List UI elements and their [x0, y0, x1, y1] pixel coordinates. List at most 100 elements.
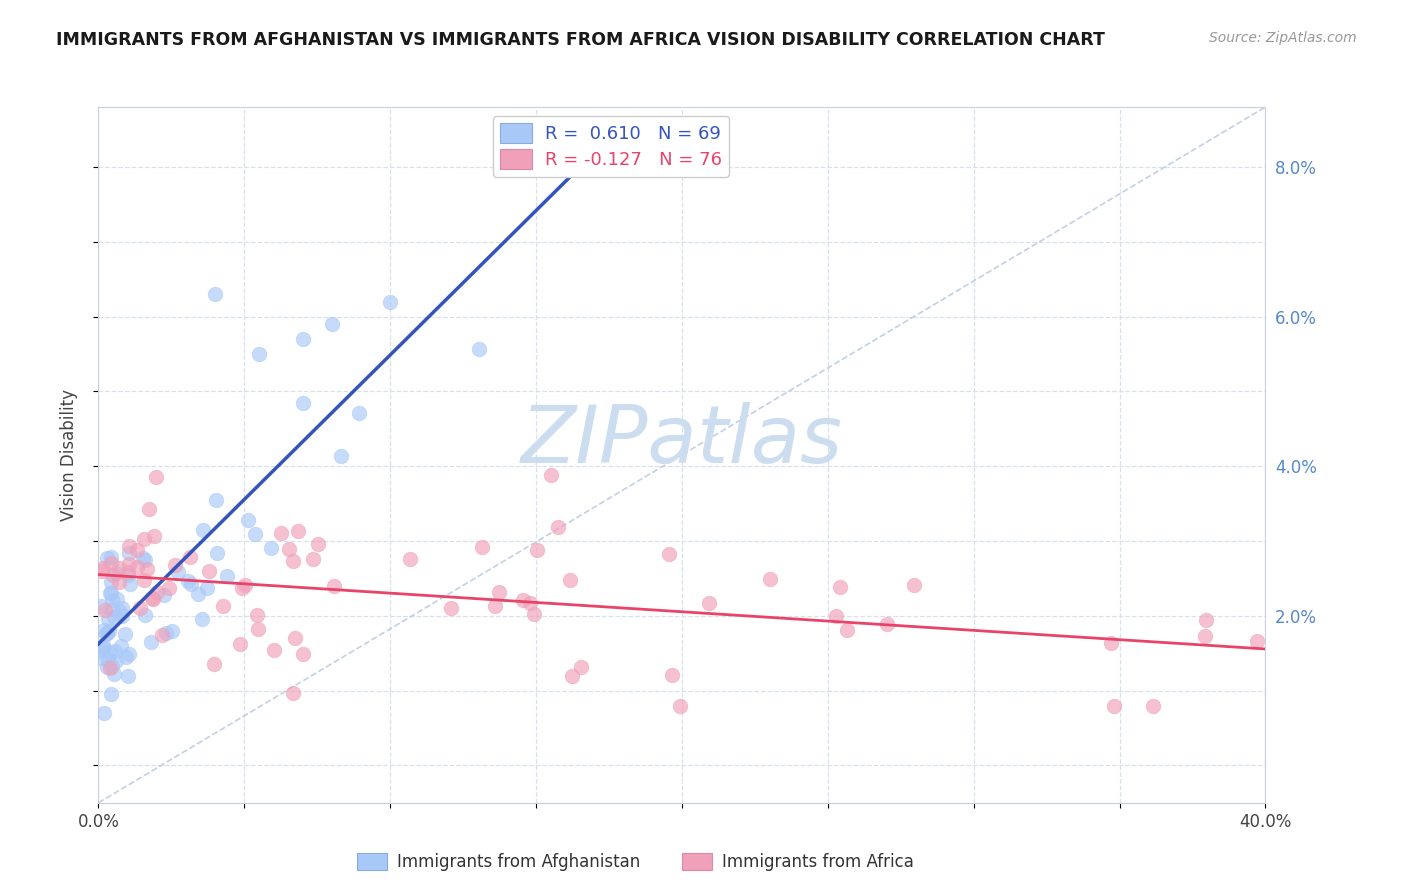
Point: [903, 578, 925, 592]
Point: [512, 593, 534, 607]
Point: [100, 687, 122, 701]
Text: ZIPatlas: ZIPatlas: [520, 402, 844, 480]
Point: [145, 469, 167, 483]
Point: [191, 612, 214, 626]
Point: [179, 550, 201, 565]
Point: [236, 513, 259, 527]
Point: [136, 562, 159, 576]
Point: [321, 317, 343, 331]
Point: [1142, 698, 1164, 713]
Point: [125, 543, 148, 558]
Point: [467, 343, 489, 357]
Point: [246, 608, 269, 623]
Point: [117, 669, 139, 683]
Point: [155, 626, 177, 640]
Legend: Immigrants from Afghanistan, Immigrants from Africa: Immigrants from Afghanistan, Immigrants …: [350, 847, 921, 878]
Point: [93, 706, 115, 720]
Point: [90, 599, 112, 613]
Point: [307, 537, 329, 551]
Point: [118, 539, 141, 553]
Point: [114, 626, 136, 640]
Point: [118, 557, 141, 571]
Point: [100, 658, 122, 673]
Point: [287, 524, 309, 538]
Point: [283, 554, 305, 568]
Point: [101, 602, 124, 616]
Point: [100, 575, 122, 590]
Point: [153, 588, 176, 602]
Point: [302, 552, 325, 566]
Point: [270, 525, 292, 540]
Point: [97, 624, 120, 638]
Point: [103, 610, 125, 624]
Text: Source: ZipAtlas.com: Source: ZipAtlas.com: [1209, 31, 1357, 45]
Point: [263, 642, 285, 657]
Point: [759, 572, 782, 586]
Point: [569, 660, 592, 674]
Point: [105, 591, 128, 606]
Point: [347, 406, 370, 420]
Point: [117, 647, 139, 661]
Point: [96, 551, 118, 566]
Point: [100, 593, 122, 607]
Point: [488, 584, 510, 599]
Point: [177, 574, 200, 589]
Point: [1194, 629, 1216, 643]
Point: [100, 549, 122, 564]
Point: [187, 587, 209, 601]
Point: [111, 609, 134, 624]
Y-axis label: Vision Disability: Vision Disability: [59, 389, 77, 521]
Point: [103, 667, 125, 681]
Point: [110, 605, 132, 619]
Point: [163, 558, 186, 572]
Point: [138, 502, 160, 516]
Point: [323, 579, 346, 593]
Point: [118, 576, 141, 591]
Point: [231, 581, 253, 595]
Point: [292, 647, 315, 661]
Point: [830, 580, 852, 594]
Point: [94, 603, 117, 617]
Point: [291, 332, 314, 346]
Point: [96, 652, 118, 666]
Point: [195, 581, 218, 595]
Point: [278, 542, 301, 557]
Point: [91, 641, 114, 656]
Point: [471, 540, 494, 554]
Point: [519, 595, 541, 609]
Point: [247, 347, 270, 361]
Point: [97, 611, 120, 625]
Text: IMMIGRANTS FROM AFGHANISTAN VS IMMIGRANTS FROM AFRICA VISION DISABILITY CORRELAT: IMMIGRANTS FROM AFGHANISTAN VS IMMIGRANT…: [56, 31, 1105, 49]
Point: [157, 581, 180, 595]
Point: [152, 628, 174, 642]
Point: [90, 651, 112, 665]
Point: [129, 600, 152, 615]
Point: [166, 566, 188, 580]
Point: [105, 655, 128, 669]
Point: [100, 556, 122, 570]
Point: [96, 659, 118, 673]
Point: [661, 668, 683, 682]
Point: [115, 649, 138, 664]
Point: [440, 601, 463, 615]
Point: [96, 625, 118, 640]
Point: [1246, 634, 1268, 648]
Point: [876, 617, 898, 632]
Point: [399, 552, 422, 566]
Point: [1102, 698, 1125, 713]
Point: [146, 585, 169, 599]
Point: [204, 287, 226, 301]
Point: [247, 622, 270, 636]
Point: [105, 566, 128, 580]
Point: [245, 526, 267, 541]
Point: [180, 576, 202, 591]
Point: [205, 546, 228, 560]
Point: [281, 686, 304, 700]
Point: [202, 657, 225, 671]
Point: [142, 529, 165, 543]
Point: [523, 607, 546, 621]
Point: [198, 564, 221, 578]
Point: [1195, 613, 1218, 627]
Point: [117, 565, 139, 579]
Point: [233, 577, 256, 591]
